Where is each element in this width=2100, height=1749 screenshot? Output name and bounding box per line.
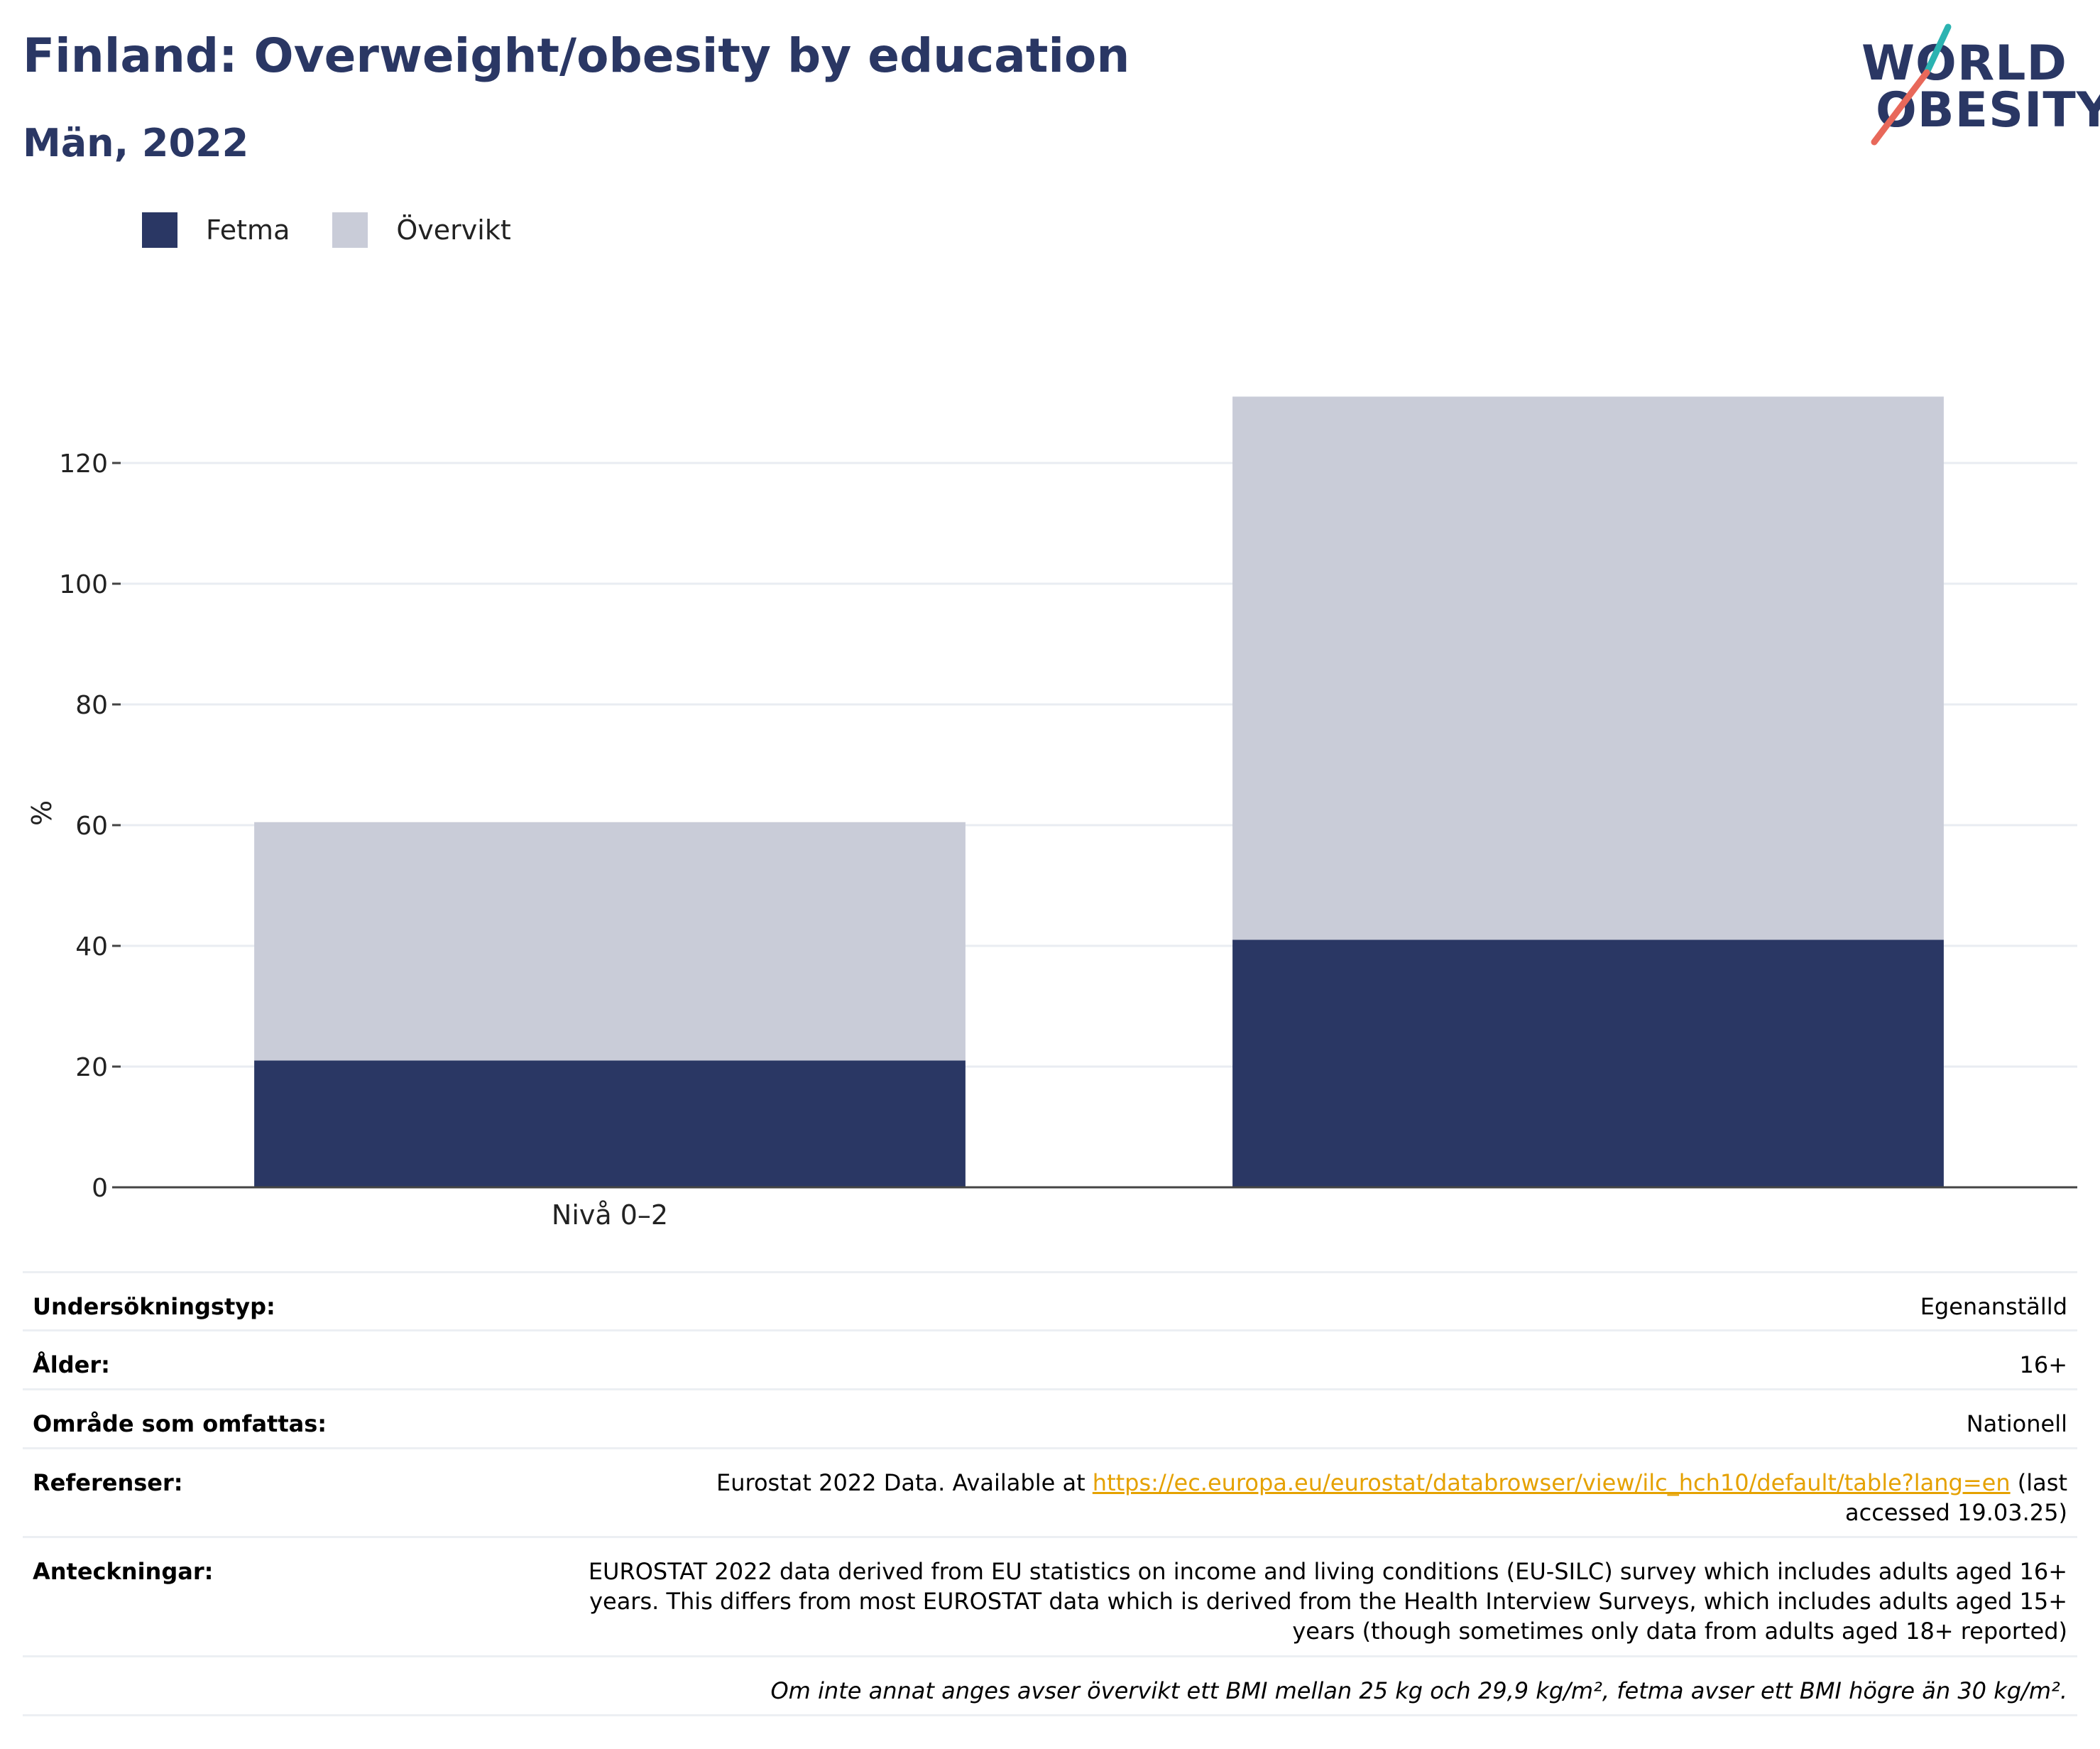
legend-item-overvikt[interactable]: Övervikt — [332, 212, 511, 248]
y-tick-label: 60 — [75, 812, 108, 841]
y-tick-label: 80 — [75, 691, 108, 720]
footnote-row: Om inte annat anges avser övervikt ett B… — [23, 1657, 2077, 1716]
y-tick-label: 100 — [59, 570, 108, 599]
chart-title: Finland: Overweight/obesity by education — [23, 28, 1130, 83]
legend-swatch-overvikt — [332, 212, 368, 248]
info-key: Anteckningar: — [33, 1558, 214, 1585]
info-key: Ålder: — [33, 1351, 110, 1378]
x-tick-label: Nivå 0–2 — [552, 1199, 668, 1231]
y-tick-label: 0 — [92, 1174, 108, 1203]
info-value: 16+ — [2019, 1351, 2067, 1378]
info-value-references: Eurostat 2022 Data. Available at https:/… — [612, 1468, 2067, 1527]
stacked-bar-chart: 0 20 40 60 80 100 120% Nivå 0–2 — [26, 396, 2077, 1231]
info-row-age: Ålder: 16+ — [23, 1331, 2077, 1390]
y-tick-label: 20 — [75, 1053, 108, 1082]
bar-fetma — [254, 1060, 966, 1187]
chart-legend: Fetma Övervikt — [142, 210, 554, 250]
logo-word-world: WORLD — [1861, 36, 2067, 92]
info-row-coverage: Område som omfattas: Nationell — [23, 1390, 2077, 1449]
y-tick-label: 120 — [59, 449, 108, 479]
legend-swatch-fetma — [142, 212, 177, 248]
info-key: Referenser: — [33, 1469, 183, 1496]
info-key: Undersökningstyp: — [33, 1293, 275, 1320]
footnote-text: Om inte annat anges avser övervikt ett B… — [770, 1677, 2067, 1704]
legend-item-fetma[interactable]: Fetma — [142, 212, 290, 248]
bar-overvikt — [1232, 396, 1944, 940]
bar-overvikt — [254, 822, 966, 1061]
y-axis-label: % — [26, 800, 58, 826]
reference-link[interactable]: https://ec.europa.eu/eurostat/databrowse… — [1092, 1469, 2011, 1496]
legend-label-fetma: Fetma — [206, 214, 290, 246]
world-obesity-logo[interactable]: WORLD OBESITY — [1853, 21, 2100, 149]
info-key: Område som omfattas: — [33, 1410, 327, 1437]
info-row-references: Referenser: Eurostat 2022 Data. Availabl… — [23, 1449, 2077, 1538]
info-row-notes: Anteckningar: EUROSTAT 2022 data derived… — [23, 1538, 2077, 1657]
info-row-survey-type: Undersökningstyp: Egenanställd — [23, 1273, 2077, 1331]
reference-suffix: (last accessed 19.03.25) — [1845, 1469, 2067, 1526]
info-value: Egenanställd — [1920, 1293, 2067, 1320]
y-tick-label: 40 — [75, 932, 108, 961]
info-value: Nationell — [1966, 1410, 2067, 1437]
info-value: EUROSTAT 2022 data derived from EU stati… — [588, 1558, 2067, 1645]
reference-prefix: Eurostat 2022 Data. Available at — [716, 1469, 1093, 1496]
legend-label-overvikt: Övervikt — [396, 214, 511, 246]
info-table: Undersökningstyp: Egenanställd Ålder: 16… — [23, 1271, 2077, 1716]
chart-subtitle: Män, 2022 — [23, 121, 249, 165]
logo-slash-icon — [1871, 23, 1952, 146]
bar-fetma — [1232, 939, 1944, 1187]
